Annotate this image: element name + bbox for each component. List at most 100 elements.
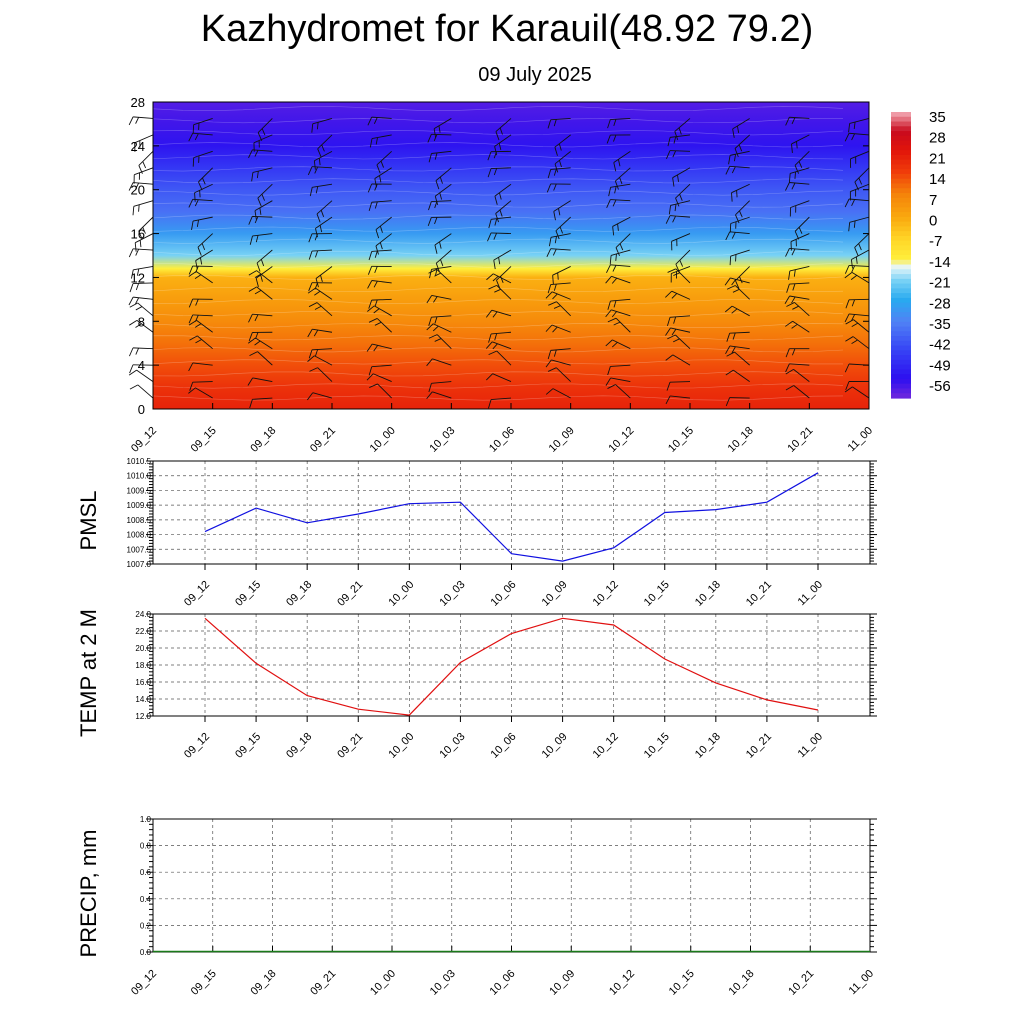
colorbar-segment xyxy=(891,383,911,390)
wind-barb xyxy=(607,298,631,310)
colorbar-segment xyxy=(891,131,911,137)
colorbar-segment xyxy=(891,226,911,232)
colorbar-segment xyxy=(891,121,911,127)
y-tick-label: 24.0 xyxy=(135,610,151,619)
colorbar-segment xyxy=(891,393,911,399)
wind-barb xyxy=(129,364,154,374)
contour-line xyxy=(152,166,844,172)
wind-barb xyxy=(555,216,571,240)
wind-barb xyxy=(367,116,392,126)
x-tick-label: 10_15 xyxy=(642,579,672,609)
x-tick-label: 10_03 xyxy=(427,425,457,455)
colorbar-segment xyxy=(891,259,911,266)
wind-barb xyxy=(367,305,392,317)
wind-barb xyxy=(367,183,392,193)
wind-barb xyxy=(785,320,810,333)
wind-barb xyxy=(547,348,571,360)
x-tick-label: 10_18 xyxy=(727,968,757,998)
wind-barb xyxy=(545,324,571,333)
wind-barb xyxy=(735,200,750,224)
wind-barb xyxy=(129,384,154,399)
colorbar-segment xyxy=(891,369,911,375)
wind-barb xyxy=(493,249,512,270)
colorbar-segment xyxy=(891,135,911,142)
wind-barb xyxy=(785,248,810,257)
wind-barb xyxy=(786,302,810,317)
colorbar-segment xyxy=(891,312,911,318)
colorbar-segment xyxy=(891,255,911,261)
colorbar-label: -35 xyxy=(929,316,951,333)
colorbar-segment xyxy=(891,221,911,227)
wind-barb xyxy=(375,216,392,239)
x-tick-label: 09_15 xyxy=(233,731,263,761)
wind-barb xyxy=(188,362,213,372)
wind-barb xyxy=(734,134,750,158)
wind-barb xyxy=(547,282,571,294)
wind-barb xyxy=(315,216,333,238)
x-tick-label: 09_18 xyxy=(249,968,279,998)
wind-barb xyxy=(784,295,810,304)
wind-barb xyxy=(257,118,273,142)
wind-barb xyxy=(666,381,691,391)
x-tick-label: 10_12 xyxy=(591,579,621,609)
wind-barb xyxy=(374,167,392,188)
colorbar-segment xyxy=(891,245,911,251)
wind-barb xyxy=(785,368,810,382)
y-tick-label: 12 xyxy=(131,270,145,285)
wind-barb xyxy=(854,233,870,256)
precip-panel: 09_12 09_15 09_18 09_21 10_00 10_03 10_06 10_09… xyxy=(76,815,877,998)
y-tick-label: 1009.5 xyxy=(127,486,152,495)
colorbar-label: -7 xyxy=(929,233,942,250)
y-tick-label: 1009.0 xyxy=(127,501,152,510)
wind-barb xyxy=(253,134,273,152)
wind-barb xyxy=(548,233,571,247)
wind-barb xyxy=(488,397,512,409)
x-tick-label: 10_06 xyxy=(487,425,517,455)
x-tick-label: 09_15 xyxy=(189,968,219,998)
wind-barb xyxy=(433,118,452,138)
colorbar-segment xyxy=(891,321,911,328)
wind-barb xyxy=(613,150,631,172)
x-tick-label: 10_03 xyxy=(428,968,458,998)
x-tick-label: 10_09 xyxy=(540,579,570,609)
x-tick-label: 11_00 xyxy=(796,579,826,609)
x-tick-label: 10_00 xyxy=(386,579,416,609)
wind-barb xyxy=(316,200,333,223)
wind-barb xyxy=(666,150,691,159)
wind-barb xyxy=(317,134,333,158)
wind-barb xyxy=(428,334,452,350)
wind-barb xyxy=(607,384,631,399)
colorbar-segment xyxy=(891,316,911,323)
colorbar-segment xyxy=(891,345,911,351)
wind-barb xyxy=(188,132,213,142)
wind-barb xyxy=(249,351,273,366)
colorbar-segment xyxy=(891,231,911,237)
colorbar-segment xyxy=(891,154,911,161)
contour-line xyxy=(152,202,844,208)
contour-line xyxy=(152,178,844,184)
wind-barb xyxy=(375,233,392,255)
wind-barb xyxy=(128,369,154,382)
y-tick-label: 1010.5 xyxy=(127,457,152,466)
wind-barb xyxy=(427,216,452,227)
wind-barb xyxy=(494,134,512,156)
wind-barb xyxy=(429,266,452,279)
wind-barb xyxy=(308,249,333,260)
wind-barb xyxy=(667,334,691,350)
x-tick-label: 10_21 xyxy=(786,968,816,998)
y-tick-label: 8 xyxy=(138,314,145,329)
x-tick-label: 09_21 xyxy=(308,425,338,455)
wind-barb xyxy=(254,200,273,220)
y-tick-label: 18.0 xyxy=(135,661,151,670)
wind-barb xyxy=(191,216,213,231)
colorbar-segment xyxy=(891,202,911,208)
colorbar-segment xyxy=(891,112,911,118)
wind-barb xyxy=(248,270,273,284)
contour-line xyxy=(152,323,844,329)
wind-barb xyxy=(195,249,213,270)
wind-barb xyxy=(369,134,392,148)
y-tick-label: 0 xyxy=(138,402,145,417)
colorbar: 35 28 21 14 7 0 -7 -14 -21 -28 -35 -42 -49 -56 xyxy=(891,109,951,399)
wind-barb xyxy=(188,314,213,324)
wind-barb xyxy=(132,200,154,216)
